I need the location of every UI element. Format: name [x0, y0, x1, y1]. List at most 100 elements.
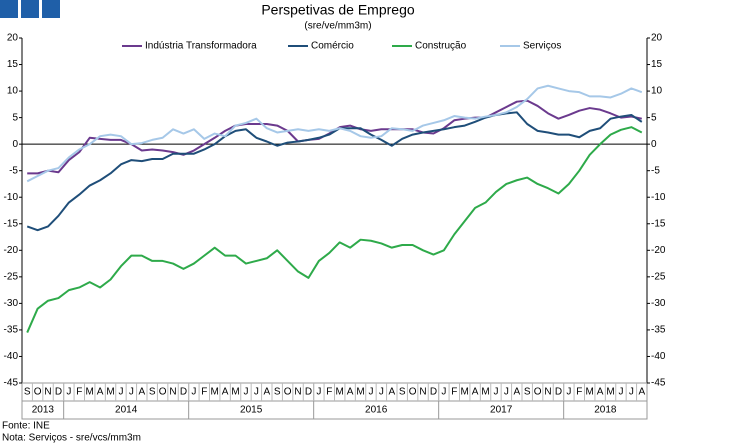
logo-square	[21, 0, 39, 18]
x-tick-label: D	[180, 387, 187, 398]
chart-title: Perspetivas de Emprego	[261, 2, 415, 18]
x-tick-label: S	[399, 387, 406, 398]
y-tick-label: -5	[9, 165, 18, 176]
x-tick-label: J	[629, 387, 634, 398]
x-tick-label: S	[524, 387, 531, 398]
x-tick-label: A	[472, 387, 479, 398]
x-tick-label: O	[159, 387, 167, 398]
x-tick-label: O	[409, 387, 417, 398]
x-tick-label: D	[555, 387, 562, 398]
series-line	[26, 111, 643, 232]
x-tick-label: J	[504, 387, 509, 398]
x-tick-label: S	[24, 387, 31, 398]
x-tick-label: J	[66, 387, 71, 398]
x-tick-label: D	[55, 387, 62, 398]
legend-label: Construção	[415, 41, 467, 52]
x-tick-label: A	[597, 387, 604, 398]
y2-tick-label: -20	[651, 245, 666, 256]
x-tick-label: S	[149, 387, 156, 398]
y2-tick-label: -40	[651, 351, 666, 362]
logo-square	[42, 0, 60, 18]
x-tick-label: A	[513, 387, 520, 398]
x-tick-label: N	[294, 387, 301, 398]
series-line	[26, 126, 643, 333]
x-tick-label: F	[576, 387, 582, 398]
y-tick-label: -20	[4, 245, 19, 256]
x-tick-label: J	[441, 387, 446, 398]
y-tick-label: -35	[4, 325, 19, 336]
y-tick-label: -45	[4, 378, 19, 389]
x-tick-label: O	[34, 387, 42, 398]
y-tick-label: 15	[7, 59, 19, 70]
series-line	[26, 84, 643, 183]
y2-tick-label: -5	[651, 165, 660, 176]
x-tick-label: M	[461, 387, 469, 398]
y2-tick-label: -25	[651, 271, 666, 282]
note: Nota: Serviços - sre/vcs/mm3m	[2, 433, 141, 444]
x-tick-label: A	[222, 387, 229, 398]
y-tick-label: -30	[4, 298, 19, 309]
x-tick-label: A	[347, 387, 354, 398]
x-tick-label: J	[379, 387, 384, 398]
x-tick-label: J	[191, 387, 196, 398]
y-tick-label: -40	[4, 351, 19, 362]
y-tick-label: 10	[7, 86, 19, 97]
source: Fonte: INE	[2, 421, 50, 432]
x-tick-label: N	[44, 387, 51, 398]
y2-tick-label: 10	[651, 86, 663, 97]
y-tick-label: -25	[4, 271, 19, 282]
logo-square	[0, 0, 18, 18]
y2-tick-label: -45	[651, 378, 666, 389]
x-tick-label: J	[618, 387, 623, 398]
year-label: 2016	[365, 405, 388, 416]
y2-tick-label: -15	[651, 218, 666, 229]
x-tick-label: M	[586, 387, 594, 398]
y2-tick-label: 0	[651, 139, 657, 150]
x-tick-label: J	[316, 387, 321, 398]
x-tick-label: J	[118, 387, 123, 398]
x-tick-label: A	[388, 387, 395, 398]
y2-tick-label: -30	[651, 298, 666, 309]
x-tick-label: A	[638, 387, 645, 398]
x-tick-label: J	[493, 387, 498, 398]
y-tick-label: 0	[12, 139, 18, 150]
x-tick-label: J	[254, 387, 259, 398]
x-tick-label: N	[544, 387, 551, 398]
x-tick-label: N	[169, 387, 176, 398]
year-label: 2015	[240, 405, 263, 416]
legend-label: Indústria Transformadora	[145, 41, 257, 52]
y2-tick-label: 20	[651, 33, 663, 44]
x-tick-label: S	[274, 387, 281, 398]
x-tick-label: O	[284, 387, 292, 398]
x-tick-label: F	[201, 387, 207, 398]
y-tick-label: 20	[7, 33, 19, 44]
x-tick-label: F	[76, 387, 82, 398]
chart-subtitle: (sre/ve/mm3m)	[304, 21, 371, 32]
x-tick-label: M	[231, 387, 239, 398]
x-tick-label: M	[356, 387, 364, 398]
x-tick-label: J	[243, 387, 248, 398]
y2-tick-label: -35	[651, 325, 666, 336]
year-label: 2013	[32, 405, 55, 416]
x-tick-label: M	[86, 387, 94, 398]
x-tick-label: J	[129, 387, 134, 398]
series-line	[27, 99, 642, 175]
y-tick-label: -10	[4, 192, 19, 203]
y-tick-label: 5	[12, 112, 18, 123]
year-label: 2017	[490, 405, 513, 416]
x-tick-label: M	[606, 387, 614, 398]
x-tick-label: D	[430, 387, 437, 398]
x-tick-label: D	[305, 387, 312, 398]
x-tick-label: A	[263, 387, 270, 398]
x-tick-label: O	[534, 387, 542, 398]
legend-label: Comércio	[311, 41, 354, 52]
y2-tick-label: 5	[651, 112, 657, 123]
x-tick-label: M	[106, 387, 114, 398]
y-tick-label: -15	[4, 218, 19, 229]
y2-tick-label: -10	[651, 192, 666, 203]
legend-label: Serviços	[523, 41, 561, 52]
x-tick-label: N	[419, 387, 426, 398]
year-label: 2018	[594, 405, 617, 416]
y2-tick-label: 15	[651, 59, 663, 70]
